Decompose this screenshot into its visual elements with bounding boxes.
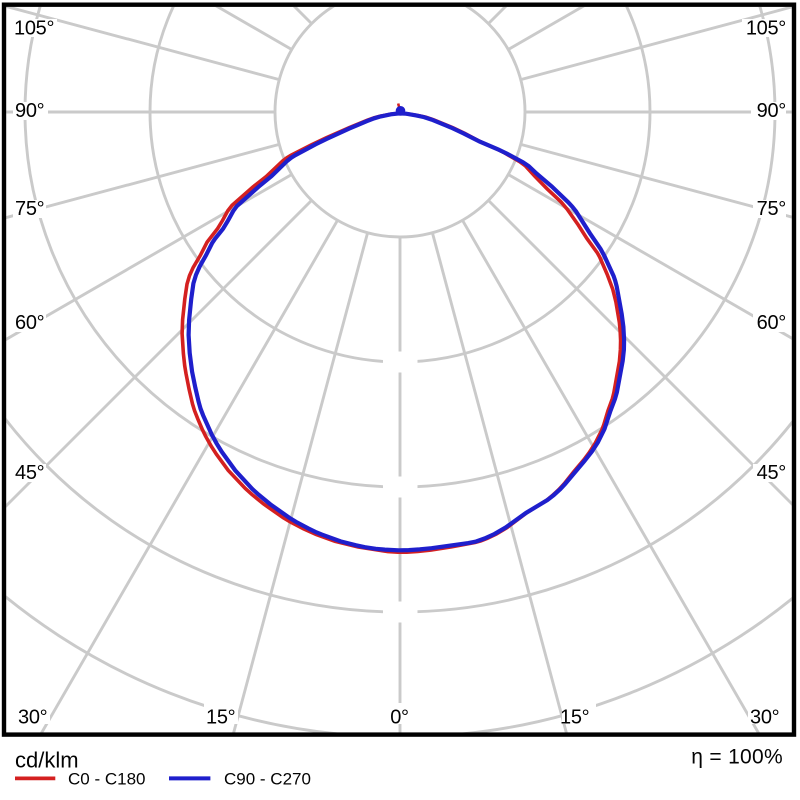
svg-text:90°: 90° [15,100,44,122]
svg-text:cd/klm: cd/klm [15,748,79,773]
svg-text:30°: 30° [18,707,47,729]
svg-text:45°: 45° [757,462,786,484]
svg-text:60°: 60° [757,312,786,334]
svg-text:90°: 90° [757,100,786,122]
svg-text:15°: 15° [560,707,589,729]
svg-text:C0 - C180: C0 - C180 [68,770,145,789]
svg-text:30°: 30° [750,707,779,729]
svg-text:45°: 45° [15,462,44,484]
svg-text:105°: 105° [14,18,54,40]
svg-text:60°: 60° [15,312,44,334]
svg-text:105°: 105° [746,18,786,40]
svg-text:15°: 15° [206,707,235,729]
svg-text:0°: 0° [390,707,409,729]
svg-text:C90 - C270: C90 - C270 [224,770,311,789]
svg-text:η = 100%: η = 100% [691,746,783,769]
svg-text:75°: 75° [15,198,44,220]
svg-text:75°: 75° [757,198,786,220]
